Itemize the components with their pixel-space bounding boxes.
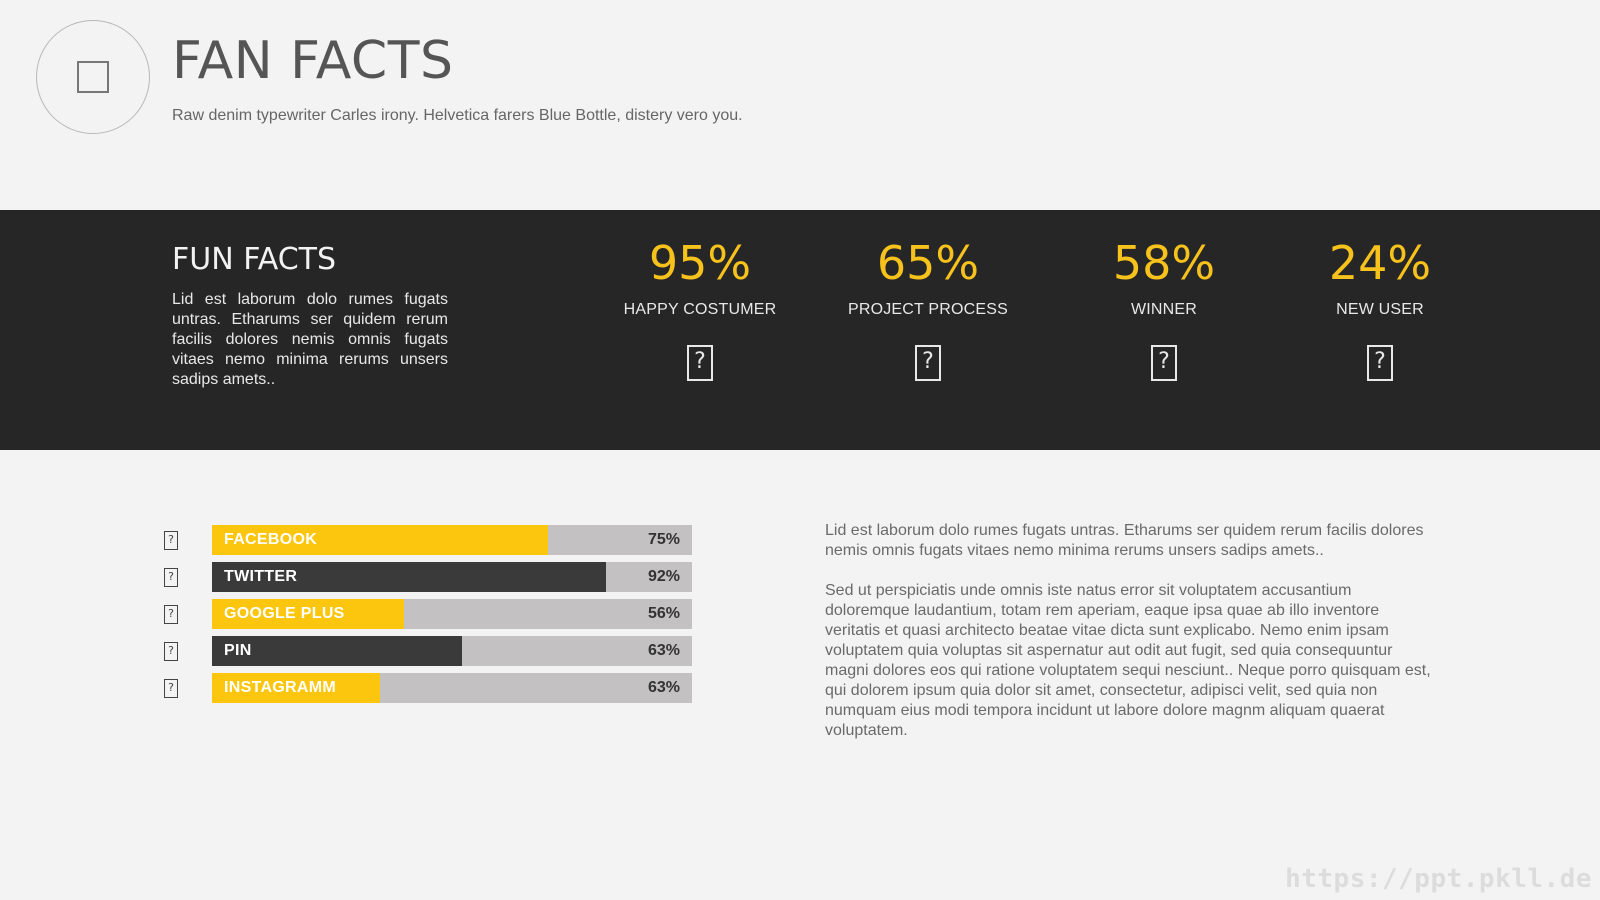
social-row-instagramm: ? INSTAGRAMM 63%: [160, 673, 700, 703]
page-title: FAN FACTS: [172, 31, 454, 91]
progress-fill: [212, 636, 462, 666]
body-paragraph: Sed ut perspiciatis unde omnis iste natu…: [825, 582, 1431, 739]
bar-label: PIN: [224, 642, 252, 659]
placeholder-icon: ?: [164, 531, 178, 550]
header-circle: [36, 20, 150, 134]
bar-percent: 56%: [647, 605, 680, 622]
bar-label: GOOGLE PLUS: [224, 605, 345, 622]
social-row-pin: ? PIN 63%: [160, 636, 700, 666]
progress-bar: INSTAGRAMM 63%: [212, 673, 692, 703]
stat-value: 58%: [1112, 236, 1216, 290]
stat-happy-costumer: 95% HAPPY COSTUMER ?: [600, 236, 800, 382]
watermark-url: https://ppt.pkll.de: [1285, 864, 1592, 894]
bar-label: INSTAGRAMM: [224, 679, 337, 696]
placeholder-icon: ?: [164, 642, 178, 661]
social-row-facebook: ? FACEBOOK 75%: [160, 525, 700, 555]
stat-value: 24%: [1328, 236, 1432, 290]
progress-bar: FACEBOOK 75%: [212, 525, 692, 555]
bar-percent: 92%: [647, 568, 680, 585]
stat-label: WINNER: [1130, 301, 1198, 319]
stat-value: 65%: [876, 236, 980, 290]
fun-facts-band: FUN FACTS Lid est laborum dolo rumes fug…: [0, 210, 1600, 450]
page-subtitle: Raw denim typewriter Carles irony. Helve…: [172, 107, 743, 124]
placeholder-icon: ?: [1367, 345, 1393, 382]
bar-percent: 63%: [647, 679, 680, 696]
progress-bar: PIN 63%: [212, 636, 692, 666]
progress-fill: [212, 562, 606, 592]
placeholder-icon: ?: [164, 605, 178, 624]
bar-label: TWITTER: [224, 568, 298, 585]
placeholder-icon: ?: [164, 679, 178, 698]
progress-bar: GOOGLE PLUS 56%: [212, 599, 692, 629]
social-row-google-plus: ? GOOGLE PLUS 56%: [160, 599, 700, 629]
fun-facts-title: FUN FACTS: [172, 242, 337, 277]
bar-label: FACEBOOK: [224, 531, 318, 548]
fun-facts-text: Lid est laborum dolo rumes fugats untras…: [172, 291, 448, 388]
stat-project-process: 65% PROJECT PROCESS ?: [828, 236, 1028, 382]
stat-label: NEW USER: [1336, 301, 1424, 319]
progress-fill: [212, 525, 548, 555]
placeholder-icon: ?: [915, 345, 941, 382]
bar-percent: 75%: [647, 531, 680, 548]
bar-percent: 63%: [647, 642, 680, 659]
placeholder-icon: ?: [1151, 345, 1177, 382]
progress-bar: TWITTER 92%: [212, 562, 692, 592]
stat-value: 95%: [648, 236, 752, 290]
placeholder-icon: ?: [687, 345, 713, 382]
social-row-twitter: ? TWITTER 92%: [160, 562, 700, 592]
stat-new-user: 24% NEW USER ?: [1280, 236, 1480, 382]
placeholder-icon: ?: [164, 568, 178, 587]
stat-winner: 58% WINNER ?: [1064, 236, 1264, 382]
social-progress-list: ? FACEBOOK 75% ? TWITTER 92% ? GOOGLE PL…: [160, 525, 700, 710]
square-icon: [77, 61, 109, 93]
body-paragraph: Lid est laborum dolo rumes fugats untras…: [825, 522, 1424, 559]
body-text: Lid est laborum dolo rumes fugats untras…: [825, 521, 1435, 761]
stat-label: PROJECT PROCESS: [847, 301, 1009, 319]
progress-fill: [212, 599, 404, 629]
progress-fill: [212, 673, 380, 703]
stat-label: HAPPY COSTUMER: [623, 301, 777, 319]
